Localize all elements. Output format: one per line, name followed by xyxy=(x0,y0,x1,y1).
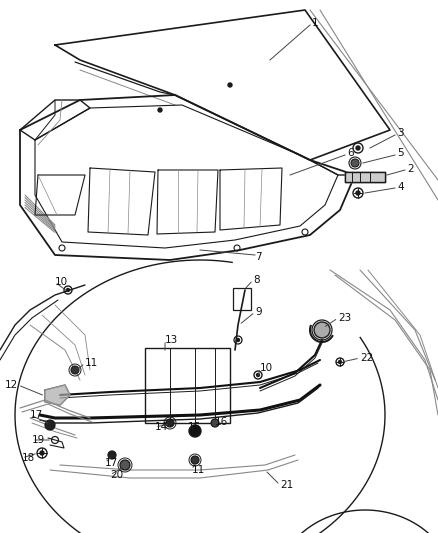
Circle shape xyxy=(351,159,359,167)
Text: 19: 19 xyxy=(32,435,45,445)
Text: 1: 1 xyxy=(312,18,318,28)
Circle shape xyxy=(67,288,70,292)
Circle shape xyxy=(356,191,360,195)
Bar xyxy=(145,348,230,423)
Text: 10: 10 xyxy=(55,277,68,287)
Circle shape xyxy=(356,146,360,150)
Text: 14: 14 xyxy=(155,422,168,432)
Text: 11: 11 xyxy=(85,358,98,368)
Text: 20: 20 xyxy=(110,470,123,480)
Circle shape xyxy=(339,360,342,364)
Circle shape xyxy=(257,374,259,376)
Text: 13: 13 xyxy=(165,335,178,345)
Text: 23: 23 xyxy=(338,313,351,323)
Circle shape xyxy=(45,420,55,430)
Circle shape xyxy=(108,451,116,459)
Circle shape xyxy=(237,338,240,342)
Text: 17: 17 xyxy=(105,458,118,468)
Text: 4: 4 xyxy=(397,182,404,192)
Circle shape xyxy=(158,108,162,112)
Text: 5: 5 xyxy=(397,148,404,158)
Circle shape xyxy=(71,366,79,374)
Text: 7: 7 xyxy=(255,252,261,262)
Circle shape xyxy=(40,451,44,455)
Text: 21: 21 xyxy=(280,480,293,490)
Text: 15: 15 xyxy=(188,422,201,432)
Circle shape xyxy=(189,425,201,437)
Text: 18: 18 xyxy=(22,453,35,463)
Polygon shape xyxy=(45,385,70,405)
Text: 22: 22 xyxy=(360,353,373,363)
Text: 8: 8 xyxy=(253,275,260,285)
Text: 6: 6 xyxy=(347,148,353,158)
Text: 9: 9 xyxy=(255,307,261,317)
Bar xyxy=(233,288,251,310)
Circle shape xyxy=(314,322,330,338)
Text: 10: 10 xyxy=(260,363,273,373)
Text: 16: 16 xyxy=(215,417,228,427)
Text: 3: 3 xyxy=(397,128,404,138)
Polygon shape xyxy=(345,172,385,182)
Text: 17: 17 xyxy=(30,410,43,420)
Circle shape xyxy=(166,419,174,427)
Circle shape xyxy=(120,460,130,470)
Circle shape xyxy=(191,456,199,464)
Text: 12: 12 xyxy=(5,380,18,390)
Circle shape xyxy=(211,419,219,427)
Circle shape xyxy=(228,83,232,87)
Text: 11: 11 xyxy=(192,465,205,475)
Text: 2: 2 xyxy=(407,164,413,174)
